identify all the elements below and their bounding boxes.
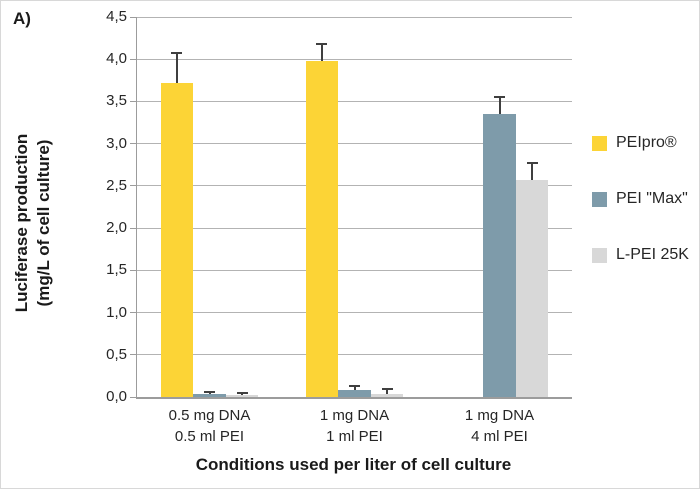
gridline-2,5 [137,185,572,187]
y-tick-label-0,0: 0,0 [106,388,127,405]
legend-item-pei-max: PEI "Max" [592,190,689,208]
error-bar-cap-pei-max-group1 [204,390,215,393]
y-tick-3,0 [130,143,136,145]
x-category-label-group1-line2: 0.5 ml PEI [174,428,245,445]
y-tick-4,0 [130,58,136,60]
legend-item-l-pei-25k: L-PEI 25K [592,246,689,264]
legend-swatch-pei-max [592,191,607,207]
y-tick-2,5 [130,185,136,187]
plot-area: 0,0 0,5 1,0 1,5 2,0 2,5 3,0 3,5 4,0 4,5 0.5 mg DNA… [106,8,572,445]
y-tick-2,0 [130,227,136,229]
gridline-3,5 [137,100,572,102]
x-category-label-group2: 1 mg DNA 1 ml PEI [282,405,427,447]
y-tick-1,5 [130,269,136,271]
y-tick-label-0,5: 0,5 [106,345,127,363]
y-tick-label-4,5: 4,5 [106,8,127,25]
bar-pei-max-group1 [193,394,226,397]
bar-pei-max-group3 [483,114,516,397]
x-category-label-group3: 1 mg DNA 4 ml PEI [427,405,572,447]
error-bar-pei-max-group3 [498,97,501,115]
x-category-label-group2-line2: 1 ml PEI [326,428,383,445]
y-axis-title: Luciferase production (mg/L of cell cult… [11,33,55,413]
legend-swatch-l-pei-25k [592,247,607,263]
error-bar-cap-l-pei-25k-group3 [526,162,538,165]
x-axis-title: Conditions used per liter of cell cultur… [195,455,512,474]
x-category-label-group3-line1: 1 mg DNA [464,407,535,424]
legend-swatch-peipro [592,135,607,151]
error-bar-l-pei-25k-group2 [386,389,389,394]
error-bar-cap-pei-max-group2 [349,385,360,388]
y-axis-title-line2: (mg/L of cell culture) [34,139,53,307]
y-tick-0,5 [130,354,136,356]
x-category-label-group3-line2: 4 ml PEI [471,428,528,445]
gridline-3,0 [137,143,572,145]
error-bar-l-pei-25k-group3 [531,163,534,180]
y-tick-label-2,0: 2,0 [106,219,127,237]
y-tick-label-3,0: 3,0 [106,134,127,152]
y-tick-label-4,0: 4,0 [106,50,127,68]
y-tick-label-3,5: 3,5 [106,92,127,110]
error-bar-cap-peipro-group2 [316,43,328,46]
bar-peipro-group1 [160,82,194,397]
y-tick-3,5 [130,100,136,102]
error-bar-pei-max-group2 [353,386,356,391]
error-bar-l-pei-25k-group1 [241,392,244,396]
error-bar-peipro-group2 [320,44,323,61]
bar-l-pei-25k-group3 [515,179,549,397]
x-category-label-group1-line1: 0.5 mg DNA [168,407,251,424]
bar-l-pei-25k-group2 [370,393,404,397]
gridline-1,0 [137,312,572,314]
gridline-4,0 [137,58,572,60]
bar-peipro-group2 [305,60,339,397]
gridline-0,5 [137,354,572,356]
legend-label-l-pei-25k: L-PEI 25K [616,246,689,263]
gridline-1,5 [137,269,572,271]
bar-l-pei-25k-group1 [225,395,259,397]
legend: PEIpro® PEI "Max" L-PEI 25K [592,134,689,264]
y-tick-1,0 [130,312,136,314]
legend-label-peipro: PEIpro® [616,134,677,151]
x-category-label-group2-line1: 1 mg DNA [319,407,390,424]
y-tick-label-2,5: 2,5 [106,176,127,194]
legend-label-pei-max: PEI "Max" [616,190,688,207]
error-bar-cap-pei-max-group3 [494,96,505,99]
y-tick-0,0 [130,396,136,398]
error-bar-cap-l-pei-25k-group1 [236,391,248,394]
x-category-label-group1: 0.5 mg DNA 0.5 ml PEI [137,405,282,447]
y-tick-4,5 [130,16,136,18]
error-bar-cap-l-pei-25k-group2 [381,388,393,391]
bar-pei-max-group2 [338,390,371,397]
gridline-4,5 [137,16,572,18]
gridline-2,0 [137,227,572,229]
y-tick-label-1,0: 1,0 [106,303,127,321]
panel-label: A) [13,9,31,28]
y-axis-title-line1: Luciferase production [12,133,31,313]
error-bar-cap-peipro-group1 [171,52,183,55]
legend-item-peipro: PEIpro® [592,134,689,152]
y-tick-label-1,5: 1,5 [106,261,127,279]
error-bar-peipro-group1 [175,53,178,83]
error-bar-pei-max-group1 [208,391,211,395]
